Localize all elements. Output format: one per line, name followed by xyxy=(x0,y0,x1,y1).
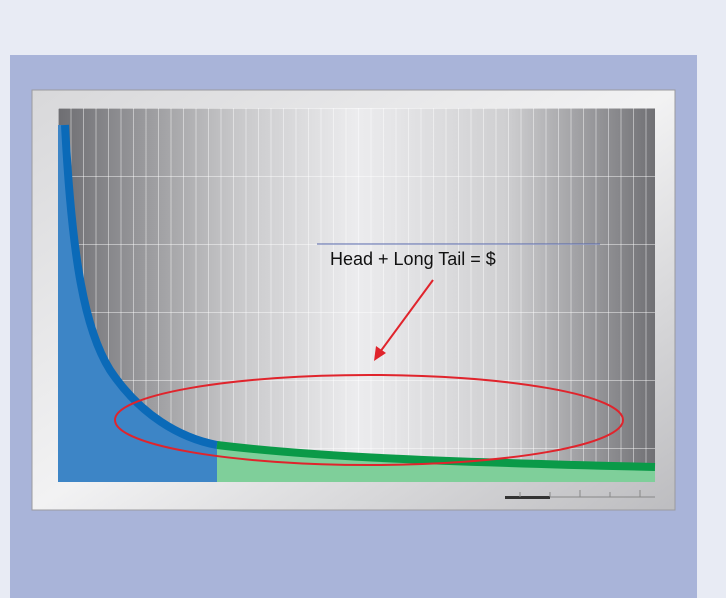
head-area xyxy=(58,125,217,482)
arrow-line xyxy=(379,279,434,353)
highlight-ellipse xyxy=(114,374,624,466)
scale-bar xyxy=(505,490,655,499)
annotation-label: Head + Long Tail = $ xyxy=(330,249,496,269)
tail-curve xyxy=(216,441,656,471)
head-curve xyxy=(61,124,218,449)
arrow-head xyxy=(374,346,386,361)
